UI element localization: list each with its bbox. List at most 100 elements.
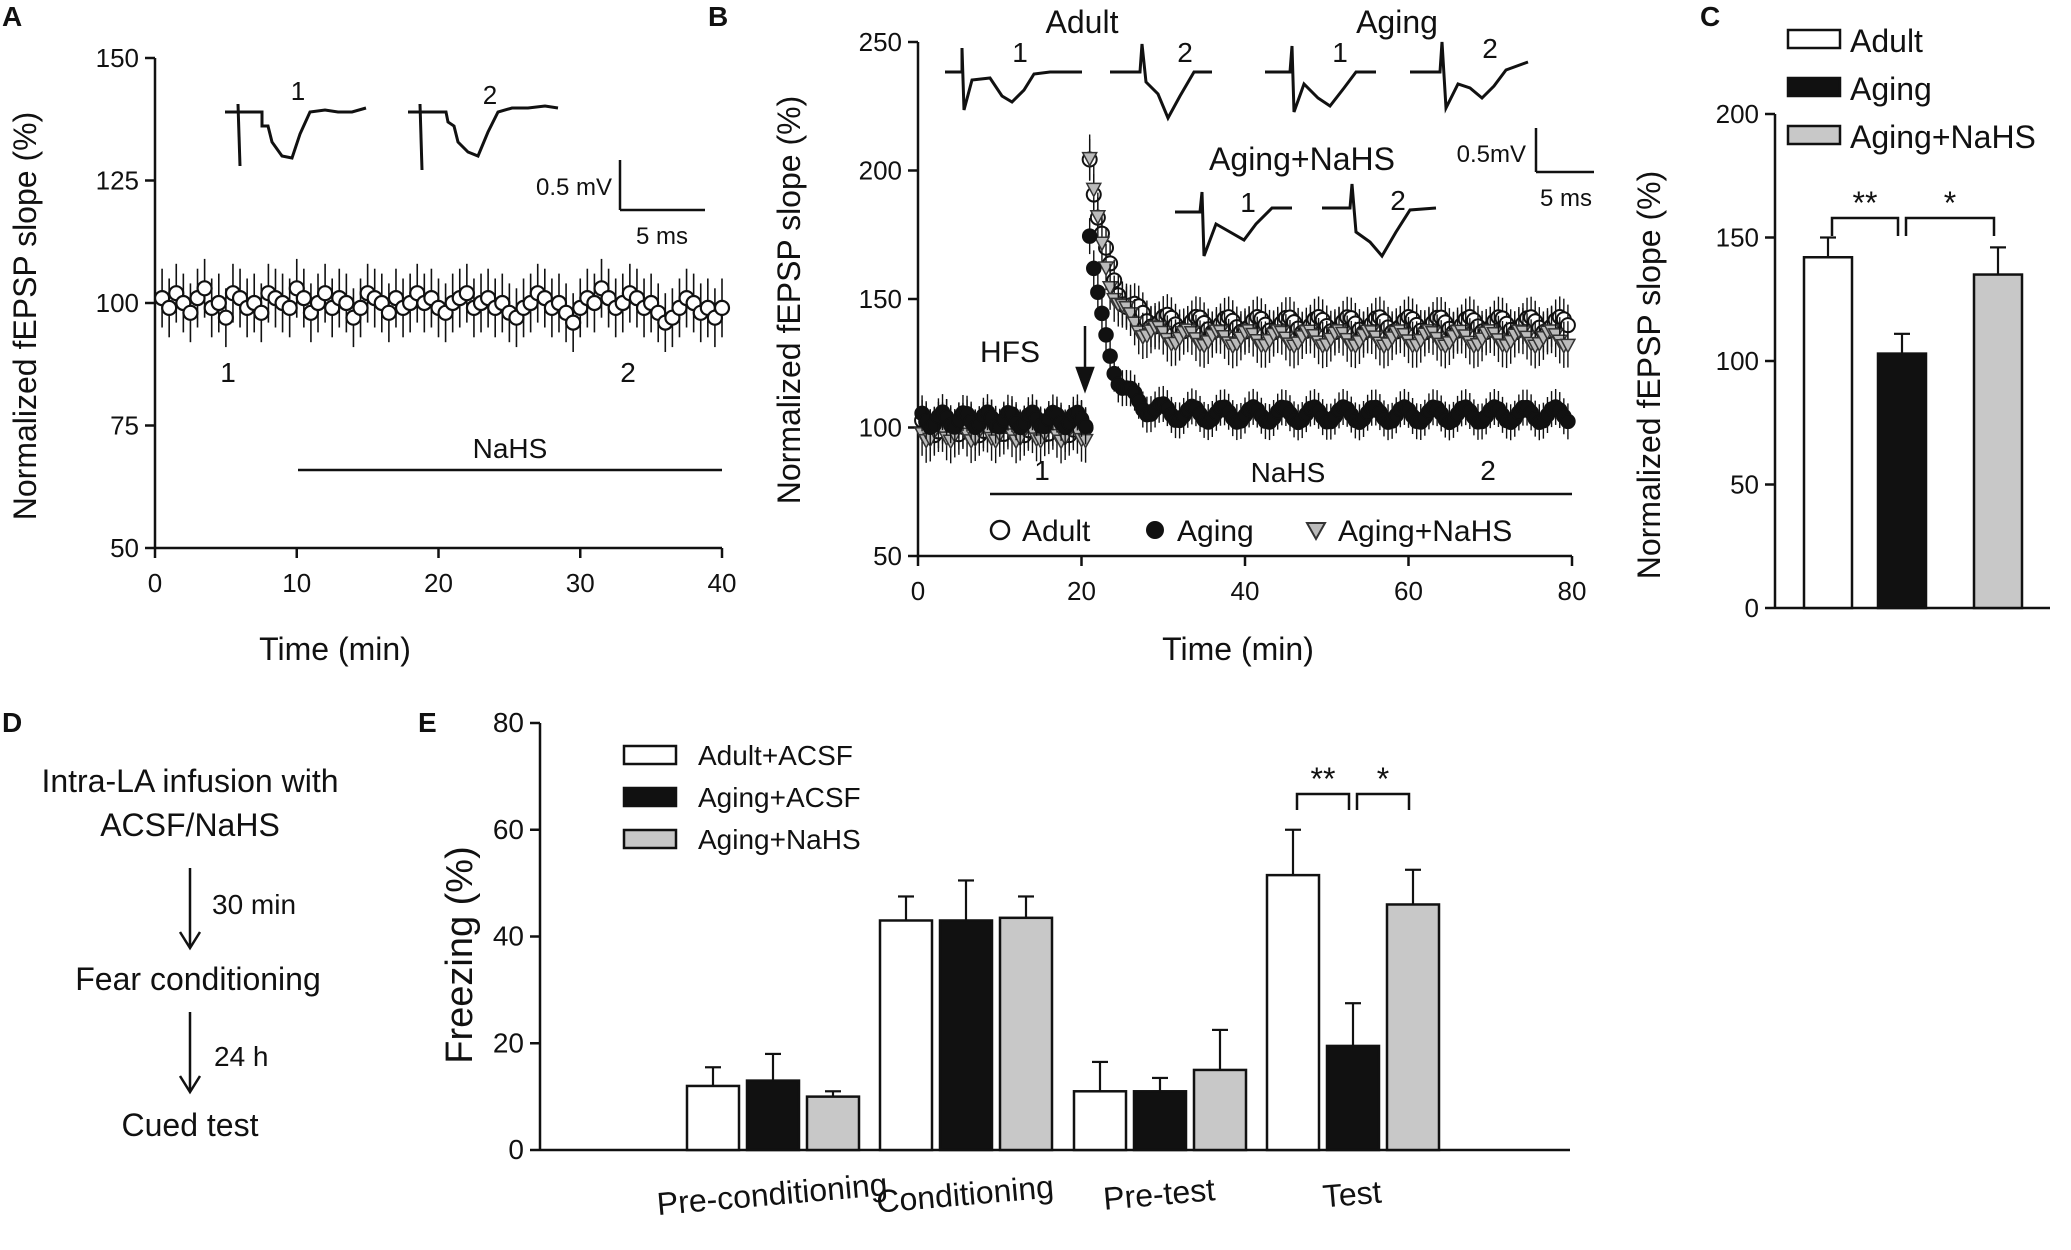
y-tick-label: 75 bbox=[110, 411, 139, 441]
nahs-label-a: NaHS bbox=[473, 433, 548, 464]
trace-heading-aging: Aging bbox=[1356, 4, 1438, 40]
legend-e: Adult+ACSF Aging+ACSF Aging+NaHS bbox=[622, 740, 861, 855]
y-tick-label: 250 bbox=[859, 27, 902, 57]
y-tick-label: 20 bbox=[493, 1027, 524, 1058]
legend-label: Aging+ACSF bbox=[698, 782, 861, 813]
significance-label: ** bbox=[1853, 185, 1878, 221]
significance-bracket bbox=[1355, 792, 1411, 810]
data-point-aging-nahs bbox=[1081, 151, 1098, 168]
legend-label: Aging bbox=[1177, 515, 1254, 548]
data-point-aging-nahs bbox=[1089, 209, 1107, 226]
legend-swatch bbox=[622, 828, 678, 850]
x-tick-label: 60 bbox=[1394, 576, 1423, 606]
legend-swatch bbox=[622, 786, 678, 808]
bar-aging-acsf bbox=[1325, 1044, 1381, 1152]
legend-c: Adult Aging Aging+NaHS bbox=[1786, 23, 2036, 155]
trace-aging-2 bbox=[1410, 41, 1529, 114]
flow-interval-24h: 24 h bbox=[214, 1041, 269, 1072]
sample-label-1-a: 1 bbox=[220, 357, 236, 388]
bar-aging-acsf bbox=[1132, 1090, 1188, 1152]
plot-area-b: 50 100 150 200 250 0 20 40 60 80 bbox=[859, 27, 1587, 606]
x-tick-label: 80 bbox=[1558, 576, 1587, 606]
significance-label: * bbox=[1377, 761, 1389, 797]
x-tick-label: 0 bbox=[148, 568, 162, 598]
y-tick-label: 0 bbox=[508, 1134, 524, 1165]
legend-swatch bbox=[1786, 124, 1842, 146]
trace-1-a bbox=[225, 106, 367, 160]
y-tick-label: 50 bbox=[1730, 470, 1759, 500]
y-tick-label: 40 bbox=[493, 921, 524, 952]
trace-2-a bbox=[408, 104, 559, 158]
nahs-label-b: NaHS bbox=[1251, 457, 1326, 488]
x-tick-label: 30 bbox=[566, 568, 595, 598]
plot-area-a: 50 75 100 125 150 0 10 20 30 40 bbox=[96, 43, 737, 598]
data-point bbox=[295, 290, 312, 307]
y-axis-title-a: Normalized fEPSP slope (%) bbox=[7, 112, 43, 520]
y-tick-label: 80 bbox=[493, 707, 524, 738]
data-point bbox=[586, 294, 603, 312]
significance-label: ** bbox=[1311, 761, 1336, 797]
trace-1-a-artifact bbox=[236, 103, 242, 167]
y-tick-label: 150 bbox=[96, 43, 139, 73]
x-tick-label: 0 bbox=[911, 576, 925, 606]
legend-swatch bbox=[1786, 28, 1842, 50]
legend-swatch bbox=[622, 744, 678, 766]
x-tick-label: 20 bbox=[424, 568, 453, 598]
hfs-label: HFS bbox=[980, 336, 1040, 369]
trace-adult-2 bbox=[1110, 43, 1212, 122]
legend-label: Aging+NaHS bbox=[698, 824, 861, 855]
panel-label-d: D bbox=[2, 707, 22, 738]
category-label: Pre-conditioning bbox=[655, 1166, 889, 1222]
sample-label-1-b: 1 bbox=[1034, 455, 1050, 486]
x-tick-label: 40 bbox=[708, 568, 737, 598]
y-axis-title-e: Freezing (%) bbox=[439, 846, 481, 1064]
bar-aging-nahs bbox=[1385, 903, 1441, 1152]
significance-label: * bbox=[1944, 185, 1956, 221]
bar-aging-nahs bbox=[1192, 1068, 1248, 1152]
category-label: Test bbox=[1321, 1174, 1383, 1215]
y-axis-title-c: Normalized fEPSP slope (%) bbox=[1631, 171, 1667, 579]
data-point bbox=[713, 299, 731, 316]
category-label: Conditioning bbox=[875, 1168, 1055, 1219]
legend-label: Aging+NaHS bbox=[1850, 119, 2036, 155]
flow-interval-30min: 30 min bbox=[212, 889, 296, 920]
y-tick-label: 200 bbox=[1716, 99, 1759, 129]
data-point bbox=[196, 280, 213, 297]
legend-label: Adult bbox=[1850, 23, 1923, 59]
data-point-aging bbox=[1081, 228, 1098, 244]
bar-aging-nahs bbox=[805, 1095, 861, 1152]
bar-adult-acsf bbox=[1072, 1090, 1128, 1152]
legend-label: Aging+NaHS bbox=[1338, 515, 1512, 548]
panel-label-e: E bbox=[418, 707, 437, 738]
x-axis-title-a: Time (min) bbox=[259, 631, 411, 667]
sample-traces-b bbox=[945, 41, 1529, 259]
data-point-aging bbox=[1560, 413, 1576, 430]
y-tick-label: 150 bbox=[1716, 223, 1759, 253]
x-axis-title-b: Time (min) bbox=[1162, 631, 1314, 667]
flow-arrow-1 bbox=[178, 868, 202, 951]
data-point bbox=[338, 294, 355, 312]
data-point bbox=[161, 299, 178, 316]
legend-swatch bbox=[1786, 76, 1842, 98]
trace-label-adult-1: 1 bbox=[1012, 37, 1028, 68]
scale-bar-a bbox=[618, 160, 705, 212]
y-tick-label: 50 bbox=[110, 533, 139, 563]
bar-aging-acsf bbox=[938, 919, 994, 1152]
data-point-aging-nahs bbox=[1559, 338, 1577, 354]
data-point-aging-nahs bbox=[1093, 236, 1111, 252]
flow-step-infusion-line1: Intra-LA infusion with bbox=[41, 763, 338, 799]
x-tick-label: 20 bbox=[1067, 576, 1096, 606]
flow-step-conditioning: Fear conditioning bbox=[75, 961, 320, 997]
y-tick-label: 150 bbox=[859, 284, 902, 314]
bar-adult bbox=[1802, 256, 1854, 610]
data-point-aging bbox=[1086, 260, 1102, 277]
data-point bbox=[253, 304, 270, 321]
panel-a: A 1 2 0.5 mV 5 ms 50 75 100 125 150 0 10 20 30 40… bbox=[2, 1, 736, 667]
hfs-arrowhead bbox=[1075, 366, 1095, 394]
data-point bbox=[380, 304, 397, 321]
data-point-aging bbox=[1077, 418, 1094, 435]
trace-label-nahs-2: 2 bbox=[1390, 185, 1406, 216]
